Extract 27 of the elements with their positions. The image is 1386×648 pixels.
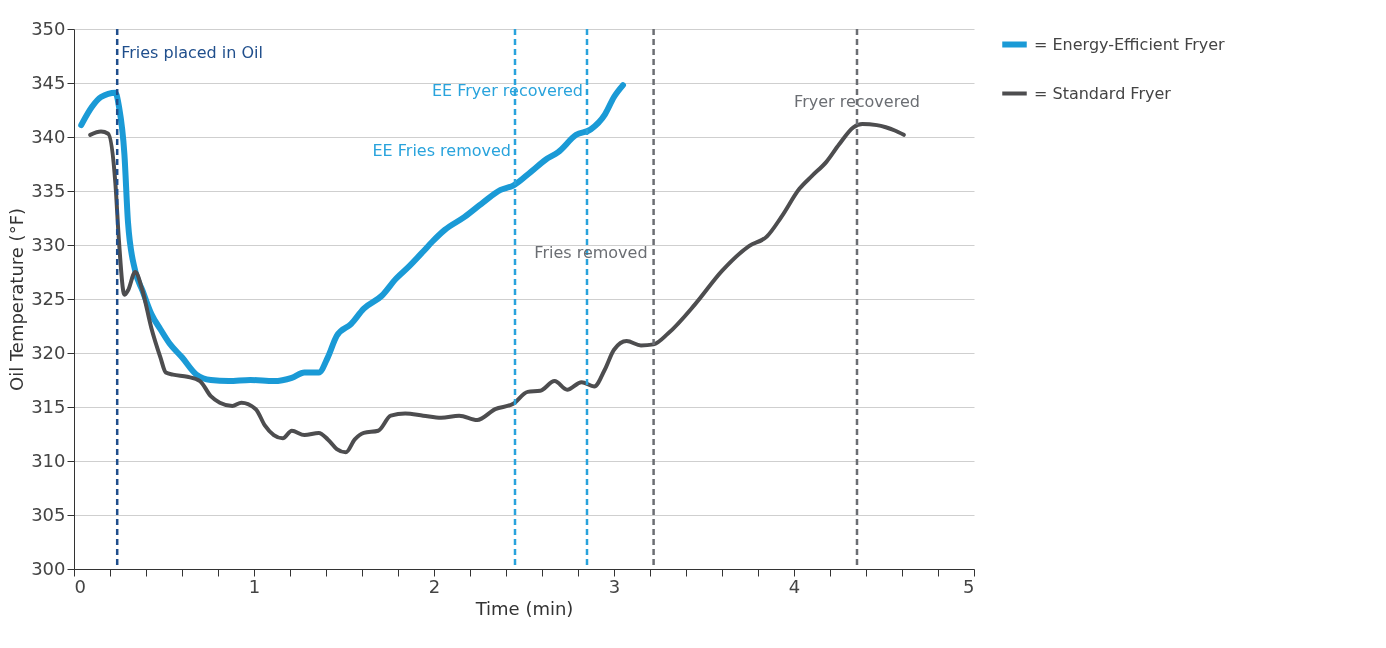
y-tick-label: 335 — [31, 179, 66, 201]
y-tick-label: 340 — [31, 125, 66, 147]
ref-line-label: Fries placed in Oil — [121, 43, 263, 63]
y-tick-label: 345 — [31, 71, 66, 93]
y-tick-label: 310 — [31, 449, 66, 471]
y-tick-label: 315 — [31, 395, 66, 417]
y-tick-label: 350 — [31, 17, 66, 39]
y-tick-label: 300 — [31, 557, 66, 579]
ref-line-label: EE Fryer recovered — [431, 81, 583, 101]
y-tick-label: 325 — [31, 287, 66, 309]
ref-line-label: Fryer recovered — [794, 92, 920, 111]
line-series — [88, 122, 906, 455]
x-tick-label: 3 — [608, 575, 621, 597]
legend-label: = Standard Fryer — [1034, 83, 1172, 103]
ref-line-label: EE Fries removed — [372, 140, 511, 160]
x-tick-label: 2 — [428, 575, 441, 597]
x-tick-label: 5 — [963, 575, 975, 597]
x-tick-label: 0 — [74, 575, 86, 597]
y-tick-label: 320 — [31, 341, 66, 363]
x-axis-title: Time (min) — [474, 597, 574, 619]
y-axis-title: Oil Temperature (°F) — [6, 207, 28, 392]
y-tick-label: 330 — [31, 233, 66, 255]
ref-line-label: Fries removed — [534, 243, 648, 263]
x-tick-label: 1 — [248, 575, 261, 597]
legend-label: = Energy-Efficient Fryer — [1034, 34, 1226, 54]
x-tick-label: 4 — [788, 575, 801, 597]
y-tick-label: 305 — [31, 503, 66, 525]
